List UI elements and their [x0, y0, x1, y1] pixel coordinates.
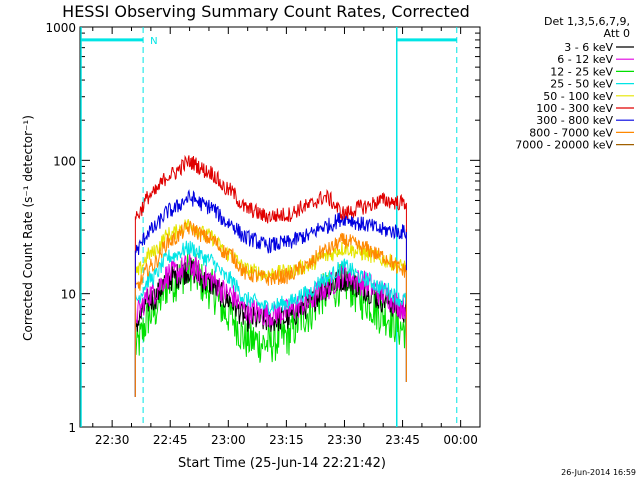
legend-entry-label: 800 - 7000 keV	[529, 126, 613, 139]
legend-header-line-2: Att 0	[604, 27, 630, 40]
y-axis-label: Corrected Count Rate (s⁻¹ detector⁻¹)	[21, 115, 35, 341]
x-tick-label: 00:00	[443, 433, 478, 447]
x-tick-label: 22:45	[153, 433, 188, 447]
series-line-7	[134, 220, 407, 291]
legend-entry-label: 7000 - 20000 keV	[515, 139, 613, 152]
night-label: N	[150, 36, 157, 47]
series-line-2	[134, 251, 407, 363]
legend-entry-label: 300 - 800 keV	[536, 114, 613, 127]
legend-entry-label: 50 - 100 keV	[543, 90, 613, 103]
x-tick-label: 23:00	[211, 433, 246, 447]
x-axis-label: Start Time (25-Jun-14 22:21:42)	[178, 456, 386, 471]
footer-timestamp: 26-Jun-2014 16:59	[561, 468, 636, 477]
x-tick-label: 23:45	[385, 433, 420, 447]
series-line-3	[134, 240, 407, 316]
legend-entry-label: 100 - 300 keV	[536, 102, 613, 115]
y-tick-label: 1000	[45, 21, 76, 35]
legend-entry-label: 3 - 6 keV	[564, 41, 613, 54]
plot-frame	[79, 26, 481, 428]
x-tick-label: 23:15	[269, 433, 304, 447]
y-tick-label: 1	[68, 421, 76, 435]
legend-entry-label: 25 - 50 keV	[550, 78, 613, 91]
y-tick-label: 10	[61, 288, 76, 302]
x-tick-label: 23:30	[327, 433, 362, 447]
plot-area: 22:30 22:45 23:00 23:15 23:30 23:45 00:00 1 10 10…	[45, 21, 481, 447]
series-line-1	[134, 253, 407, 328]
legend-entry-label: 12 - 25 keV	[550, 65, 613, 78]
series-line-5	[134, 154, 407, 224]
x-tick-label: 22:30	[95, 433, 130, 447]
legend-entry-label: 6 - 12 keV	[557, 53, 613, 66]
series-line-6	[134, 189, 407, 255]
chart-title: HESSI Observing Summary Count Rates, Cor…	[62, 2, 470, 21]
y-tick-label: 100	[53, 154, 76, 168]
legend-header-line-1: Det 1,3,5,6,7,9,	[544, 15, 630, 28]
